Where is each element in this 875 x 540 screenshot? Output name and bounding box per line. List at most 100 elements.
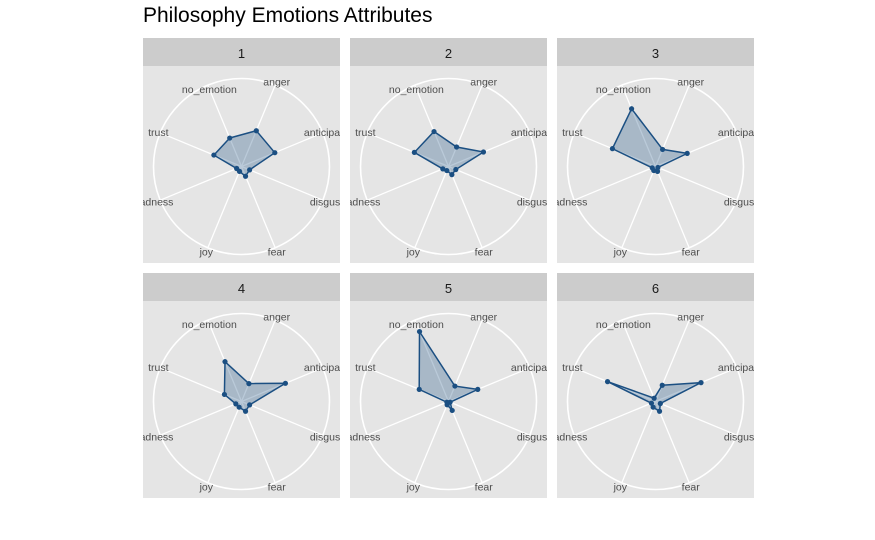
facet-strip-label: 3: [652, 46, 659, 61]
axis-label-fear: fear: [682, 481, 701, 493]
axis-spoke-no_emotion: [621, 84, 657, 167]
data-point-sadness: [649, 165, 655, 171]
axis-spoke-anger: [240, 319, 276, 402]
facet-strip: [143, 273, 340, 301]
data-point-no_emotion: [628, 106, 635, 112]
data-point-fear: [656, 408, 663, 414]
data-point-disgust: [453, 166, 459, 173]
axis-label-anger: anger: [677, 77, 704, 89]
axis-spoke-fear: [654, 401, 690, 484]
data-point-no_emotion: [227, 135, 233, 141]
data-point-anger: [659, 146, 666, 153]
axis-label-sadness: adness: [554, 197, 588, 209]
axis-spoke-anger: [654, 84, 690, 167]
panel-background: [143, 301, 340, 498]
axis-label-no_emotion: no_emotion: [389, 319, 444, 331]
axis-spoke-fear: [240, 401, 276, 484]
axis-label-disgust: disgust: [724, 432, 757, 444]
axis-label-trust: trust: [355, 127, 376, 139]
axis-label-trust: trust: [148, 127, 169, 139]
facet-strip-label: 1: [238, 46, 245, 61]
facet-strip-label: 6: [652, 281, 659, 296]
axis-label-anticipation: anticipati: [511, 127, 552, 139]
data-point-trust: [221, 391, 228, 398]
panel-background: [557, 66, 754, 263]
axis-spoke-fear: [240, 166, 276, 249]
axis-spoke-joy: [621, 166, 657, 249]
data-point-anticipation: [698, 380, 704, 386]
axis-label-joy: joy: [199, 481, 214, 493]
axis-label-disgust: disgust: [517, 432, 550, 444]
axis-spoke-disgust: [241, 400, 324, 436]
facet-panel-3: 3 no_emotion anger anticipati disgust fear joy…: [554, 38, 757, 263]
axis-label-anger: anger: [470, 77, 497, 89]
data-point-joy: [650, 404, 656, 410]
axis-spoke-sadness: [573, 400, 656, 436]
panel-background: [350, 66, 547, 263]
axis-spoke-disgust: [655, 400, 738, 436]
panel-background: [350, 301, 547, 498]
data-point-no_emotion: [416, 328, 423, 335]
axis-label-no_emotion: no_emotion: [182, 319, 237, 331]
axis-spoke-sadness: [366, 400, 449, 436]
data-point-anger: [452, 383, 458, 389]
axis-spoke-anticipation: [655, 132, 738, 168]
axis-spoke-no_emotion: [414, 84, 450, 167]
axis-spoke-no_emotion: [621, 319, 657, 402]
facet-strip: [350, 273, 547, 301]
facet-panel-2: 2 no_emotion anger anticipati disgust fear joy…: [350, 38, 552, 263]
data-point-no_emotion: [222, 359, 228, 365]
facet-strip: [557, 273, 754, 301]
facet-strip: [557, 38, 754, 66]
data-point-trust: [411, 149, 417, 155]
facet-panel-4: 4 no_emotion anger anticipati disgust fear joy…: [140, 273, 345, 498]
data-point-anger: [659, 382, 665, 388]
data-point-no_emotion: [651, 395, 657, 401]
axis-spoke-disgust: [448, 165, 531, 201]
data-point-sadness: [440, 166, 446, 172]
axis-label-joy: joy: [613, 481, 628, 493]
axis-label-anger: anger: [263, 77, 290, 89]
facet-strip-label: 4: [238, 281, 245, 296]
axis-label-no_emotion: no_emotion: [596, 319, 651, 331]
facet-panel-5: 5 no_emotion anger anticipati disgust fear joy…: [347, 273, 550, 498]
data-point-anticipation: [272, 150, 278, 156]
axis-label-sadness: adness: [140, 197, 174, 209]
axis-label-disgust: disgust: [517, 197, 550, 209]
axis-spoke-anger: [447, 84, 483, 167]
data-point-trust: [211, 152, 217, 158]
axis-label-disgust: disgust: [310, 197, 343, 209]
axis-label-disgust: disgust: [724, 197, 757, 209]
axis-spoke-joy: [414, 401, 450, 484]
data-point-anger: [253, 128, 259, 134]
axis-label-no_emotion: no_emotion: [182, 84, 237, 96]
axis-spoke-disgust: [241, 165, 324, 201]
axis-spoke-sadness: [159, 165, 242, 201]
axis-spoke-sadness: [159, 400, 242, 436]
data-point-joy: [444, 167, 450, 174]
axis-spoke-joy: [621, 401, 657, 484]
data-point-fear: [242, 173, 249, 179]
axis-label-joy: joy: [199, 246, 214, 258]
axis-label-trust: trust: [562, 127, 583, 139]
axis-label-trust: trust: [355, 362, 376, 374]
data-point-fear: [449, 172, 455, 178]
axis-spoke-fear: [654, 166, 690, 249]
axis-spoke-sadness: [573, 165, 656, 201]
axis-label-trust: trust: [148, 362, 169, 374]
axis-spoke-trust: [159, 367, 242, 403]
facet-strip-label: 2: [445, 46, 452, 61]
grid-circle: [359, 312, 538, 491]
data-point-no_emotion: [431, 128, 437, 135]
facet-strip-label: 5: [445, 281, 452, 296]
data-point-anticipation: [684, 150, 690, 156]
data-point-trust: [604, 379, 611, 385]
data-point-anger: [453, 144, 460, 150]
axis-label-trust: trust: [562, 362, 583, 374]
data-point-trust: [609, 146, 616, 152]
axis-label-sadness: adness: [140, 432, 174, 444]
axis-spoke-no_emotion: [207, 84, 243, 167]
axis-label-anticipation: anticipati: [304, 362, 345, 374]
axis-label-sadness: adness: [347, 432, 381, 444]
data-point-disgust: [247, 167, 253, 173]
